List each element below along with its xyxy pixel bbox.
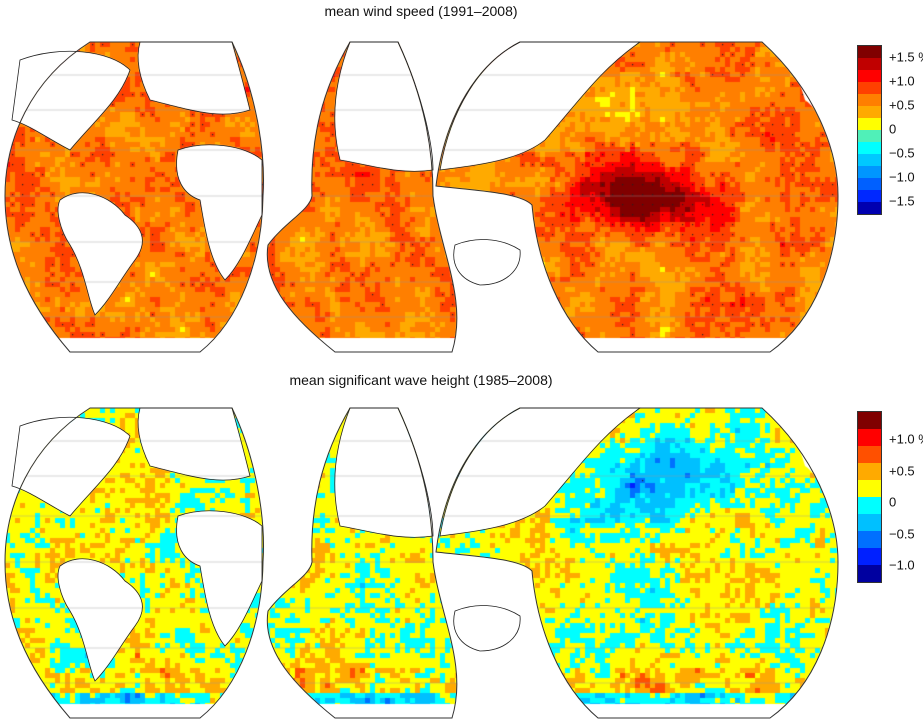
map-lobe-outline xyxy=(435,407,839,719)
colorbar-bin xyxy=(858,46,881,58)
wave-height-map xyxy=(4,407,839,719)
coastline xyxy=(57,558,143,682)
coastline xyxy=(57,192,143,316)
colorbar-bin xyxy=(858,166,881,178)
colorbar-tick-label: +0.5 xyxy=(889,97,915,113)
coastline xyxy=(137,407,251,481)
coastline xyxy=(453,239,521,286)
colorbar-bin xyxy=(858,548,881,565)
colorbar-bin xyxy=(858,142,881,154)
colorbar-bin xyxy=(858,94,881,106)
coastline xyxy=(11,50,131,151)
coastline xyxy=(176,144,263,281)
coastline xyxy=(439,407,642,537)
colorbar-tick-label: −1.5 xyxy=(889,193,915,209)
colorbar-bin xyxy=(858,58,881,70)
colorbar-bin xyxy=(858,178,881,190)
map-lobe-outline xyxy=(266,41,458,353)
map-lobe-outline xyxy=(4,407,264,719)
colorbar-bin xyxy=(858,412,881,429)
wave-height-colorbar xyxy=(857,411,882,583)
colorbar-tick-label: +0.5 xyxy=(889,463,915,479)
map-lobe-outline xyxy=(266,407,458,719)
colorbar-bin xyxy=(858,118,881,130)
coastline xyxy=(439,41,642,171)
colorbar-bin xyxy=(858,531,881,548)
colorbar-bin xyxy=(858,463,881,480)
colorbar-bin xyxy=(858,429,881,446)
colorbar-bin xyxy=(858,497,881,514)
colorbar-bin xyxy=(858,130,881,142)
colorbar-tick-label: 0 xyxy=(889,494,897,510)
colorbar-bin xyxy=(858,154,881,166)
colorbar-bin xyxy=(858,480,881,497)
colorbar-tick-label: −0.5 xyxy=(889,145,915,161)
coastline xyxy=(11,416,131,517)
wind-speed-map xyxy=(4,41,839,353)
colorbar-tick-label: +1.0 xyxy=(889,73,915,89)
map-lobe-outline xyxy=(435,41,839,353)
map-lobe-outline xyxy=(4,41,264,353)
wind-speed-map-title: mean wind speed (1991–2008) xyxy=(324,3,518,19)
colorbar-tick-label: +1.0 % xyxy=(889,431,923,447)
colorbar-tick-label: −0.5 xyxy=(889,526,915,542)
wind-speed-colorbar xyxy=(857,45,882,215)
coastline xyxy=(176,510,263,647)
colorbar-bin xyxy=(858,446,881,463)
colorbar-bin xyxy=(858,514,881,531)
colorbar-tick-label: −1.0 xyxy=(889,557,915,573)
wave-height-map-title: mean significant wave height (1985–2008) xyxy=(289,372,553,388)
colorbar-bin xyxy=(858,202,881,214)
colorbar-bin xyxy=(858,565,881,582)
colorbar-tick-label: 0 xyxy=(889,121,897,137)
coastline xyxy=(137,41,251,115)
colorbar-bin xyxy=(858,190,881,202)
colorbar-bin xyxy=(858,82,881,94)
colorbar-bin xyxy=(858,70,881,82)
coastline xyxy=(453,605,521,652)
colorbar-tick-label: +1.5 % xyxy=(889,49,923,65)
colorbar-bin xyxy=(858,106,881,118)
coastline xyxy=(334,407,434,538)
coastline xyxy=(334,41,434,172)
colorbar-tick-label: −1.0 xyxy=(889,169,915,185)
